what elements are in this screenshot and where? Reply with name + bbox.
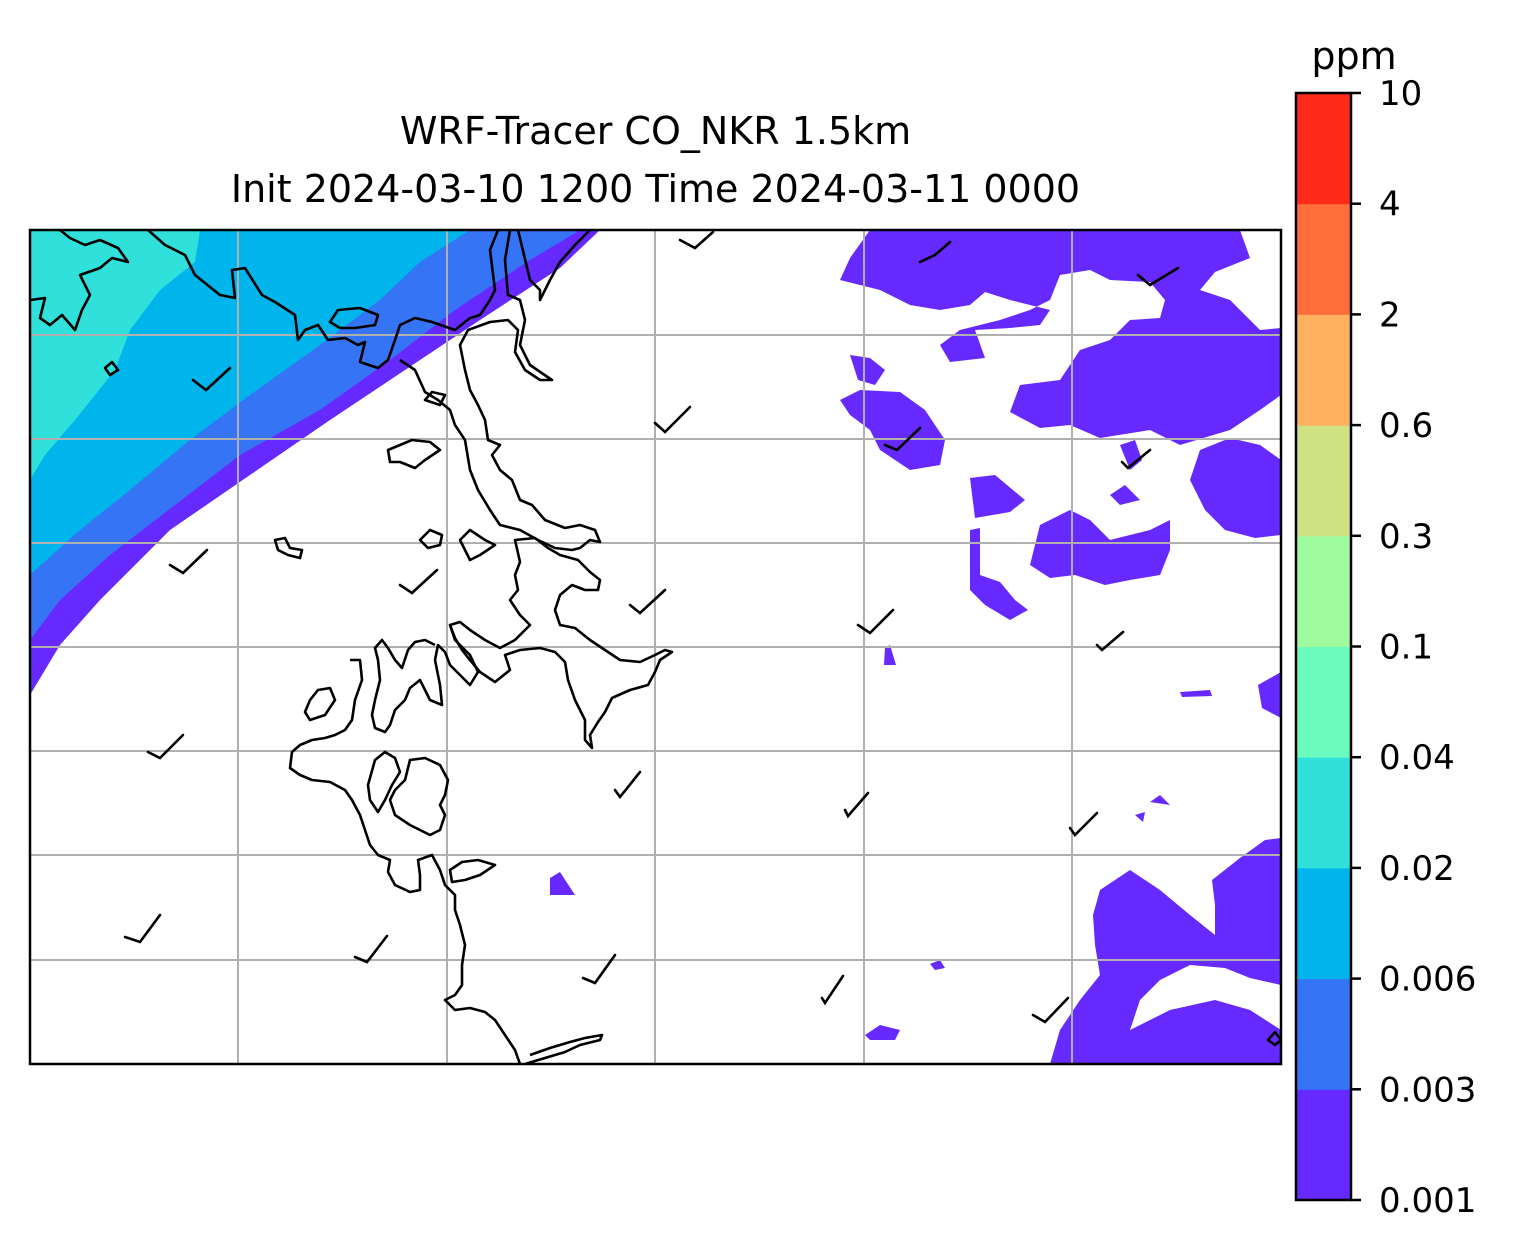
colorbar-tick-label: 2 (1379, 295, 1401, 335)
wind-barb (1068, 811, 1099, 838)
contour-patch (840, 390, 945, 470)
contour-patch (865, 1025, 900, 1040)
colorbar-segment (1296, 314, 1351, 426)
colorbar-tick-label: 0.006 (1379, 960, 1476, 1000)
contour-patch (970, 528, 1028, 620)
contour-patch (1180, 690, 1212, 697)
contour-patch (930, 960, 945, 970)
colorbar-tick-label: 0.001 (1379, 1181, 1476, 1221)
colorbar-segment (1296, 203, 1351, 315)
wind-barb (883, 426, 922, 452)
colorbar-segment (1296, 93, 1351, 205)
coastline (103, 360, 120, 377)
colorbar-tick-label: 0.003 (1379, 1070, 1476, 1110)
wind-barb (653, 405, 692, 434)
coastline (448, 858, 497, 884)
wind-barb (1095, 630, 1125, 652)
wind-barb (353, 934, 389, 964)
contour-patch (1030, 510, 1170, 585)
chart-title-line-2: Init 2024-03-10 1200 Time 2024-03-11 000… (230, 167, 1081, 211)
wind-barb (146, 733, 185, 760)
colorbar-tick-label: 0.02 (1379, 849, 1455, 889)
map-area (30, 230, 1281, 1064)
coastline (516, 230, 591, 302)
coastline (386, 438, 442, 470)
colorbar-tick-label: 0.1 (1379, 628, 1433, 668)
colorbar-segment (1296, 757, 1351, 869)
wind-barb (191, 366, 232, 392)
contour-patch (1050, 838, 1281, 1064)
colorbar-segment (1296, 1089, 1351, 1201)
wind-barb (1136, 266, 1180, 287)
contour-patch (1110, 485, 1140, 505)
coastline (328, 306, 380, 330)
coastline (147, 230, 500, 370)
contour-patch (850, 355, 885, 385)
wind-barb (123, 913, 162, 944)
contour-patch (884, 645, 896, 665)
wind-barb (1120, 448, 1152, 470)
contour-patch (1190, 438, 1281, 538)
colorbar-segment (1296, 535, 1351, 647)
wind-barb (856, 608, 895, 635)
coastline (303, 686, 337, 722)
wind-barb (918, 240, 952, 264)
coastline (1266, 1030, 1281, 1047)
coastline (366, 750, 402, 814)
coastline (388, 756, 450, 837)
wind-barb (820, 974, 845, 1006)
colorbar-segment (1296, 646, 1351, 758)
coastline (448, 536, 674, 750)
coastline (30, 230, 130, 332)
colorbar-tick-label: 0.6 (1379, 406, 1433, 446)
coastline (399, 230, 602, 552)
coastlines (30, 230, 1281, 1064)
contour-patch (970, 475, 1025, 518)
chart-title-line-1: WRF-Tracer CO_NKR 1.5km (399, 109, 912, 153)
wind-barb (678, 230, 715, 250)
contour-patch (1150, 795, 1170, 805)
coastline (458, 528, 497, 562)
contour-patch (840, 230, 1281, 445)
colorbar-unit-label: ppm (1311, 34, 1397, 78)
colorbar-tick-label: 0.04 (1379, 738, 1455, 778)
contour-0.02-band (30, 230, 200, 480)
colorbar-tick-label: 10 (1379, 74, 1422, 114)
colorbar-segment (1296, 425, 1351, 537)
coastline (273, 536, 304, 560)
contour-patch (1135, 812, 1145, 822)
colorbar: 0.001 0.003 0.006 0.02 0.04 0.1 0.3 0.6 2 4 10 (1294, 74, 1476, 1221)
coastline (524, 1033, 604, 1064)
wind-barbs (123, 230, 1180, 1024)
wind-barb (168, 548, 209, 575)
concentration-contours-east (550, 230, 1281, 1064)
wind-barb (628, 588, 667, 615)
colorbar-segment (1296, 867, 1351, 980)
wind-barb (398, 568, 439, 595)
colorbar-segment (1296, 978, 1351, 1090)
concentration-contours-northwest (30, 230, 600, 695)
wind-barb (613, 770, 642, 800)
gridlines (30, 230, 1281, 1064)
contour-patch (1258, 672, 1281, 718)
wind-barb (843, 791, 870, 819)
colorbar-tick-label: 4 (1379, 185, 1401, 225)
map-frame (28, 228, 1283, 1066)
wind-barb (581, 953, 617, 985)
colorbar-tick-label: 0.3 (1379, 517, 1433, 557)
coastline (423, 390, 447, 407)
coastline (288, 658, 522, 1064)
coastline (370, 624, 480, 734)
coastline (418, 528, 444, 550)
wind-barb (1031, 996, 1070, 1024)
contour-patch (550, 872, 575, 895)
